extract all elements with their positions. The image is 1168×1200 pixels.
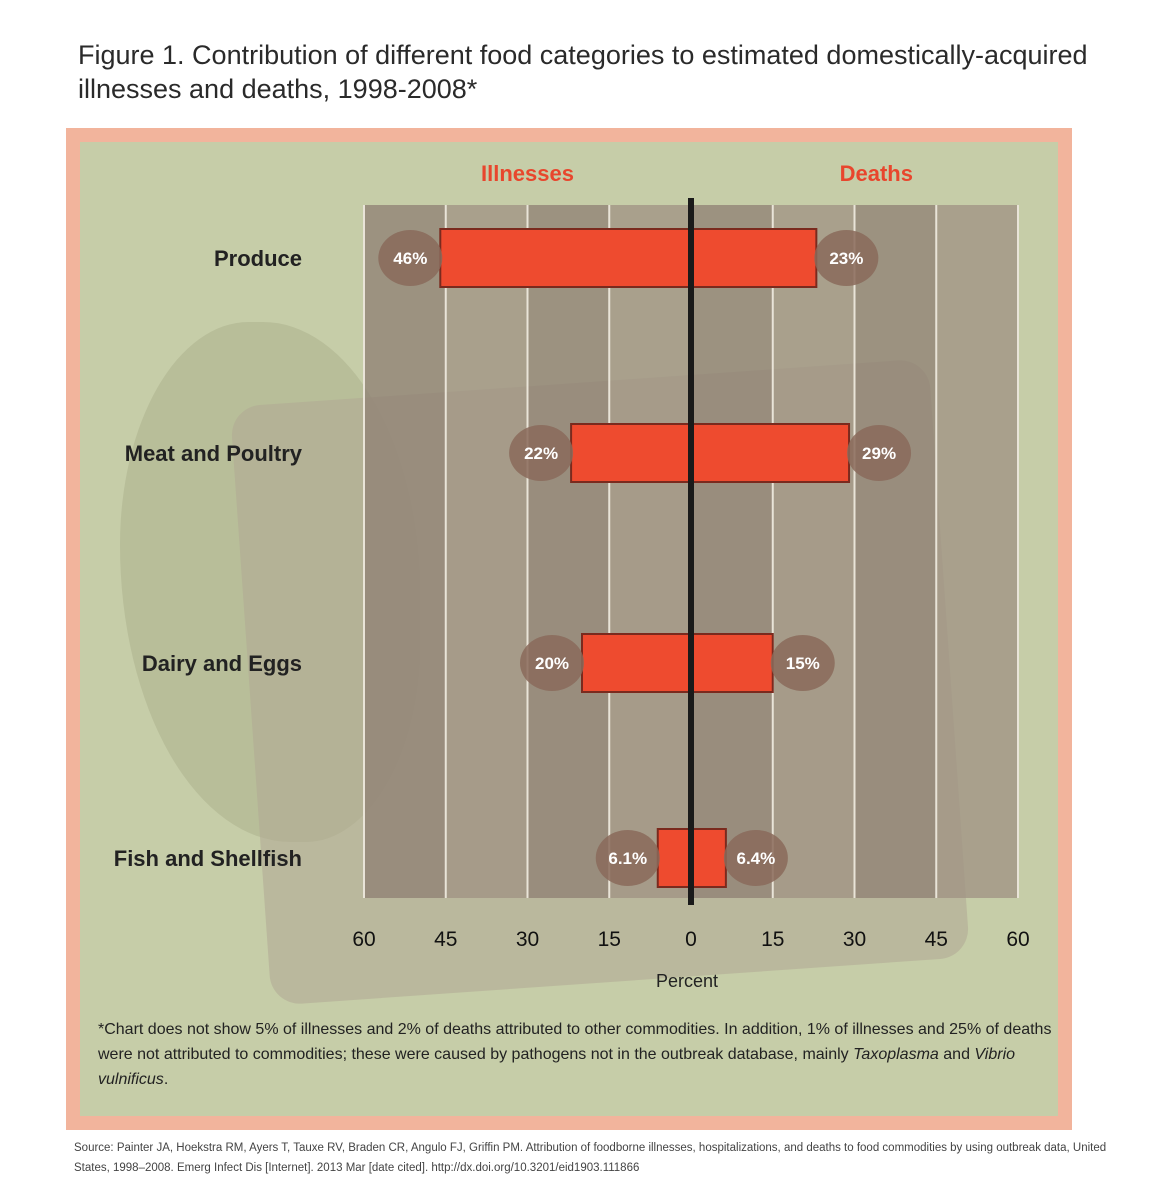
illness-value-label: 22% [524,444,558,463]
illness-bar [581,633,692,693]
illness-value-label: 20% [535,654,569,673]
illness-value-bubble [378,230,443,286]
illness-value-label: 6.1% [608,849,647,868]
illness-value-bubble [520,635,584,691]
illness-value-bubble [595,830,660,886]
illness-bar [656,828,693,888]
illness-bar [570,423,692,483]
x-tick-label: 30 [843,928,866,951]
x-tick-label: 45 [925,928,948,951]
illnesses-header: Illnesses [481,161,574,186]
death-value-label: 29% [862,444,896,463]
death-value-bubble [814,230,879,286]
plot-band [691,205,773,898]
death-value-label: 23% [829,249,863,268]
plot-band [772,205,855,898]
x-tick-label: 15 [761,928,784,951]
plot-band [364,205,446,898]
death-value-label: 6.4% [737,849,776,868]
category-label: Produce [214,246,302,271]
x-tick-label: 15 [598,928,621,951]
footnote-main: *Chart does not show 5% of illnesses and… [98,1021,1052,1063]
x-tick-label: 60 [352,928,375,951]
illness-value-bubble [509,425,574,481]
category-label: Dairy and Eggs [142,651,302,676]
plot-band [445,205,528,898]
footnote-end: . [163,1071,169,1088]
x-tick-label: 30 [516,928,539,951]
death-bar [690,423,851,483]
death-bar [690,633,774,693]
deaths-header: Deaths [840,161,913,186]
illness-value-label: 46% [393,249,427,268]
x-tick-label: 60 [1006,928,1029,951]
plot-band [936,205,1018,898]
plot-band [854,205,937,898]
plot-band [609,205,691,898]
footnote-taxoplasma: Taxoplasma [853,1046,939,1063]
death-value-label: 15% [786,654,820,673]
footnote-and: and [943,1046,970,1063]
source-citation: Source: Painter JA, Hoekstra RM, Ayers T… [74,1142,1107,1174]
chart-footnote: *Chart does not show 5% of illnesses and… [98,1017,1053,1092]
death-value-bubble [723,830,788,886]
x-axis-title: Percent [656,971,718,991]
death-bar [690,228,818,288]
x-tick-label: 0 [685,928,697,951]
footnote-vibrio: Vibrio vulnificus [98,1046,1016,1088]
illness-bar [439,228,692,288]
death-value-bubble [770,635,835,691]
figure-title: Figure 1. Contribution of different food… [78,40,1088,104]
x-tick-label: 45 [434,928,457,951]
death-bar [690,828,727,888]
category-label: Fish and Shellfish [114,846,302,871]
plot-band [527,205,610,898]
category-label: Meat and Poultry [125,441,303,466]
death-value-bubble [847,425,912,481]
